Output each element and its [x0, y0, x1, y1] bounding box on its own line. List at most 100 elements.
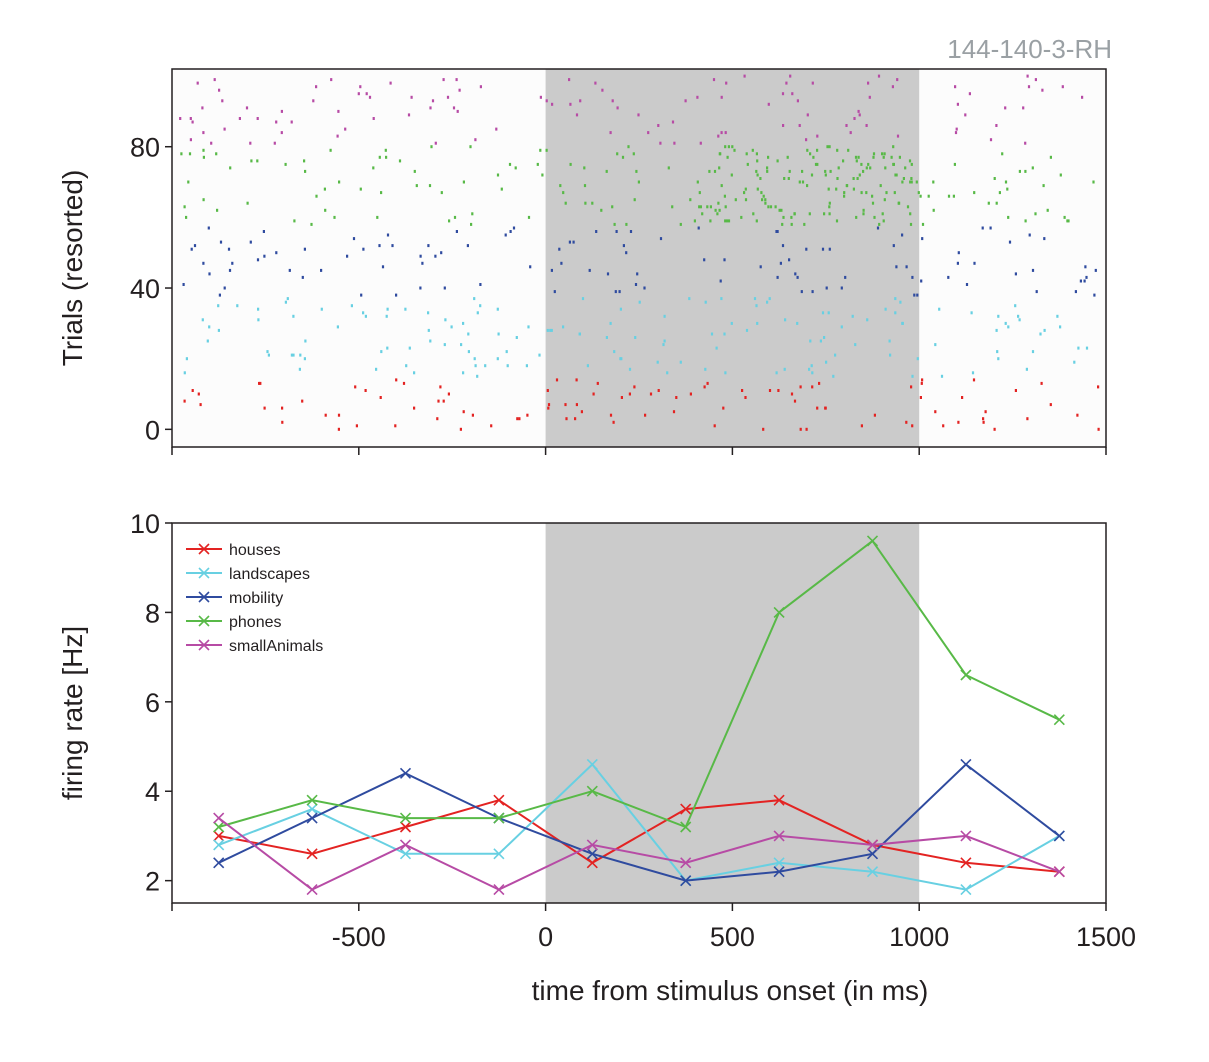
spike-phones [787, 177, 790, 180]
spike-phones [953, 162, 956, 166]
marker-houses [680, 803, 692, 815]
spike-mobility [381, 265, 385, 269]
spike-smallAnimals [995, 124, 998, 127]
spike-landscapes [619, 307, 622, 311]
marker-mobility [960, 758, 972, 770]
spike-mobility [636, 272, 639, 276]
spike-mobility [643, 286, 646, 290]
spike-phones [909, 212, 912, 216]
spike-houses [546, 389, 549, 392]
psth-y-tick-label: 10 [130, 509, 160, 539]
spike-mobility [434, 254, 437, 258]
spike-phones [855, 215, 858, 219]
spike-landscapes [620, 357, 623, 361]
spike-mobility [957, 251, 960, 255]
spike-houses [972, 378, 976, 382]
series-line-houses [218, 799, 1060, 873]
spike-landscapes [715, 346, 718, 350]
spike-smallAnimals [238, 117, 241, 120]
spike-smallAnimals [637, 113, 640, 117]
spike-houses [790, 392, 794, 396]
spike-landscapes [404, 307, 407, 311]
spike-phones [202, 155, 205, 159]
spike-landscapes [911, 374, 914, 378]
spike-mobility [981, 226, 984, 230]
spike-phones [828, 145, 831, 149]
spike-phones [744, 198, 748, 202]
spike-phones [324, 208, 327, 212]
spike-phones [564, 201, 567, 205]
spike-phones [883, 152, 886, 156]
spike-smallAnimals [337, 109, 340, 113]
spike-smallAnimals [1041, 88, 1044, 92]
spike-houses [197, 392, 200, 396]
spike-landscapes [386, 307, 389, 311]
spike-landscapes [832, 374, 835, 378]
spike-phones [871, 201, 875, 205]
spike-smallAnimals [456, 109, 459, 113]
spike-phones [338, 180, 341, 184]
spike-phones [713, 169, 717, 173]
spike-smallAnimals [275, 120, 278, 124]
spike-houses [1097, 385, 1100, 389]
spike-landscapes [663, 314, 666, 318]
spike-smallAnimals [673, 141, 676, 145]
spike-mobility [901, 233, 904, 237]
spike-mobility [1031, 268, 1035, 272]
marker-mobility [866, 848, 879, 860]
spike-smallAnimals [407, 113, 411, 117]
spike-landscapes [375, 367, 378, 371]
spike-phones [621, 155, 625, 159]
spike-phones [706, 205, 709, 209]
spike-phones [1059, 173, 1062, 177]
spike-phones [910, 177, 913, 180]
psth-frame [171, 522, 1107, 904]
spike-phones [872, 152, 876, 156]
psth-x-axis: -500 0 500 1000 1500 [171, 903, 1136, 952]
spike-houses [259, 381, 262, 385]
spike-phones [828, 201, 831, 205]
spike-landscapes [756, 321, 759, 325]
spike-phones [869, 166, 872, 170]
spike-phones [782, 215, 785, 219]
spike-houses [657, 389, 660, 392]
spike-houses [609, 413, 613, 417]
spike-phones [743, 191, 746, 195]
spike-mobility [828, 247, 831, 251]
spike-phones [898, 201, 901, 205]
spike-phones [764, 201, 767, 205]
spike-phones [829, 169, 832, 173]
spike-houses [873, 413, 876, 417]
spike-mobility [588, 268, 591, 272]
spike-smallAnimals [357, 92, 360, 96]
spike-phones [751, 148, 754, 152]
spike-phones [709, 205, 712, 209]
spike-mobility [466, 244, 469, 248]
spike-smallAnimals [359, 85, 362, 89]
spike-landscapes [809, 339, 812, 343]
spike-landscapes [505, 350, 508, 354]
spike-mobility [193, 244, 197, 248]
spike-mobility [550, 268, 553, 272]
spike-smallAnimals [955, 127, 958, 131]
spike-phones [1018, 169, 1021, 173]
spike-landscapes [613, 350, 616, 354]
marker-smallAnimals [493, 884, 505, 896]
spike-landscapes [562, 325, 565, 329]
marker-houses [399, 821, 412, 833]
raster-y-tick-label: 80 [130, 133, 160, 163]
spike-smallAnimals [280, 131, 283, 135]
spike-phones [185, 215, 188, 219]
spike-smallAnimals [191, 120, 194, 124]
spike-smallAnimals [1024, 141, 1027, 145]
spike-smallAnimals [671, 120, 675, 124]
spike-smallAnimals [896, 78, 899, 82]
spike-phones [359, 187, 362, 191]
spike-phones [881, 152, 884, 156]
spike-landscapes [854, 343, 857, 347]
spike-landscapes [405, 364, 408, 368]
spike-houses [777, 389, 780, 392]
spike-phones [1046, 208, 1049, 212]
spike-phones [828, 205, 831, 209]
spike-houses [442, 399, 445, 403]
